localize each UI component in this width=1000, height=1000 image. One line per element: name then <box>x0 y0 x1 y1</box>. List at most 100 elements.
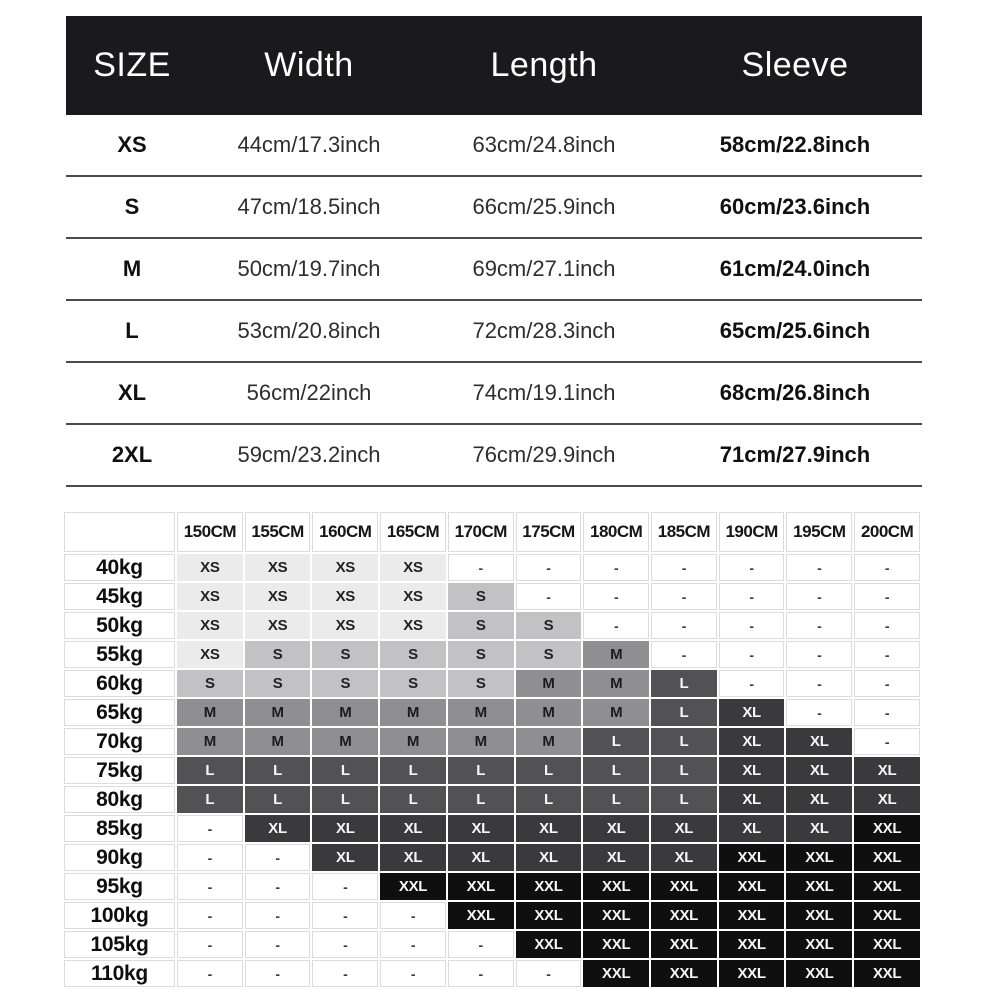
size-cell-m: M <box>583 641 650 668</box>
header-size: SIZE <box>93 46 171 84</box>
size-cell-xs: XS <box>380 554 446 581</box>
matrix-row-75kg: 75kg L L L L L L L L XL XL XL <box>64 757 920 784</box>
weight-label: 45kg <box>64 583 175 610</box>
size-cell-empty: - <box>447 554 514 581</box>
size-cell-l: L <box>515 757 582 784</box>
size-cell-empty: - <box>786 554 853 581</box>
matrix-row-95kg: 95kg - - - XXL XXL XXL XXL XXL XXL XXL XXL <box>64 873 920 900</box>
size-cell-xxl: XXL <box>786 931 853 958</box>
size-cell-xxl: XXL <box>786 844 853 871</box>
size-cell-l: L <box>244 757 311 784</box>
weight-label: 40kg <box>64 554 175 581</box>
size-cell-l: L <box>380 757 446 784</box>
size-label: XL <box>117 380 147 405</box>
weight-label: 105kg <box>64 931 175 958</box>
size-cell-empty: - <box>177 960 243 987</box>
size-cell-m: M <box>312 699 379 726</box>
height-header: 170CM <box>447 512 514 552</box>
size-cell-xl: XL <box>244 815 311 842</box>
size-cell-m: M <box>380 699 446 726</box>
size-cell-xxl: XXL <box>854 873 920 900</box>
size-cell-xxl: XXL <box>718 902 785 929</box>
size-cell-s: S <box>447 641 514 668</box>
size-cell-xl: XL <box>651 844 717 871</box>
size-cell-l: L <box>312 757 379 784</box>
size-cell-l: L <box>312 786 379 813</box>
weight-label: 65kg <box>64 699 175 726</box>
size-cell-s: S <box>447 583 514 610</box>
matrix-row-45kg: 45kg XS XS XS XS S - - - - - - <box>64 583 920 610</box>
height-header: 150CM <box>177 512 243 552</box>
height-header: 165CM <box>380 512 446 552</box>
size-cell-xxl: XXL <box>854 844 920 871</box>
size-cell-s: S <box>515 612 582 639</box>
height-header: 180CM <box>583 512 650 552</box>
size-cell-xl: XL <box>854 786 920 813</box>
size-cell-xxl: XXL <box>854 960 920 987</box>
length-value: 69cm/27.1inch <box>472 256 616 281</box>
weight-label: 80kg <box>64 786 175 813</box>
header-width: Width <box>264 46 354 84</box>
size-cell-xxl: XXL <box>380 873 446 900</box>
matrix-header-row: 150CM 155CM 160CM 165CM 170CM 175CM 180CM 185CM… <box>64 512 920 552</box>
size-cell-xxl: XXL <box>651 873 717 900</box>
weight-label: 55kg <box>64 641 175 668</box>
size-cell-empty: - <box>786 583 853 610</box>
size-cell-empty: - <box>177 931 243 958</box>
size-label: M <box>122 256 142 281</box>
size-cell-xl: XL <box>786 728 853 755</box>
weight-label: 85kg <box>64 815 175 842</box>
size-table-rows: XS 44cm/17.3inch 63cm/24.8inch 58cm/22.8inc… <box>66 115 922 487</box>
size-cell-empty: - <box>380 931 446 958</box>
size-cell-xxl: XXL <box>447 873 514 900</box>
size-cell-m: M <box>177 699 243 726</box>
width-value: 59cm/23.2inch <box>237 442 381 467</box>
weight-label: 70kg <box>64 728 175 755</box>
size-cell-l: L <box>651 699 717 726</box>
size-cell-s: S <box>515 641 582 668</box>
size-cell-m: M <box>244 699 311 726</box>
size-cell-empty: - <box>854 554 920 581</box>
matrix-row-80kg: 80kg L L L L L L L L XL XL XL <box>64 786 920 813</box>
size-cell-xxl: XXL <box>583 902 650 929</box>
size-cell-xs: XS <box>244 583 311 610</box>
size-cell-empty: - <box>583 554 650 581</box>
size-cell-xxl: XXL <box>583 931 650 958</box>
size-cell-l: L <box>244 786 311 813</box>
size-cell-xxl: XXL <box>651 931 717 958</box>
size-cell-l: L <box>651 757 717 784</box>
matrix-row-85kg: 85kg - XL XL XL XL XL XL XL XL XL XXL <box>64 815 920 842</box>
matrix-row-105kg: 105kg - - - - - XXL XXL XXL XXL XXL XXL <box>64 931 920 958</box>
size-cell-m: M <box>583 670 650 697</box>
size-cell-empty: - <box>854 641 920 668</box>
size-cell-l: L <box>583 757 650 784</box>
size-cell-empty: - <box>244 844 311 871</box>
size-cell-empty: - <box>786 699 853 726</box>
width-value: 47cm/18.5inch <box>237 194 381 219</box>
size-cell-empty: - <box>447 960 514 987</box>
size-cell-empty: - <box>854 612 920 639</box>
height-header: 200CM <box>854 512 920 552</box>
size-cell-s: S <box>177 670 243 697</box>
size-cell-empty: - <box>854 583 920 610</box>
matrix-row-65kg: 65kg M M M M M M M L XL - - <box>64 699 920 726</box>
size-cell-l: L <box>651 728 717 755</box>
size-cell-xl: XL <box>718 815 785 842</box>
size-cell-empty: - <box>718 641 785 668</box>
size-cell-xl: XL <box>651 815 717 842</box>
size-cell-xxl: XXL <box>854 902 920 929</box>
size-cell-xl: XL <box>380 844 446 871</box>
size-cell-xl: XL <box>447 844 514 871</box>
matrix-header: 150CM 155CM 160CM 165CM 170CM 175CM 180CM 185CM… <box>64 512 920 552</box>
size-cell-l: L <box>583 786 650 813</box>
height-header: 195CM <box>786 512 853 552</box>
matrix-row-110kg: 110kg - - - - - - XXL XXL XXL XXL XXL <box>64 960 920 987</box>
matrix-row-70kg: 70kg M M M M M M L L XL XL - <box>64 728 920 755</box>
size-cell-xs: XS <box>177 641 243 668</box>
size-cell-xl: XL <box>718 757 785 784</box>
size-cell-empty: - <box>718 583 785 610</box>
size-cell-empty: - <box>380 902 446 929</box>
width-value: 56cm/22inch <box>246 380 372 405</box>
sleeve-value: 61cm/24.0inch <box>719 256 871 281</box>
size-cell-empty: - <box>786 641 853 668</box>
